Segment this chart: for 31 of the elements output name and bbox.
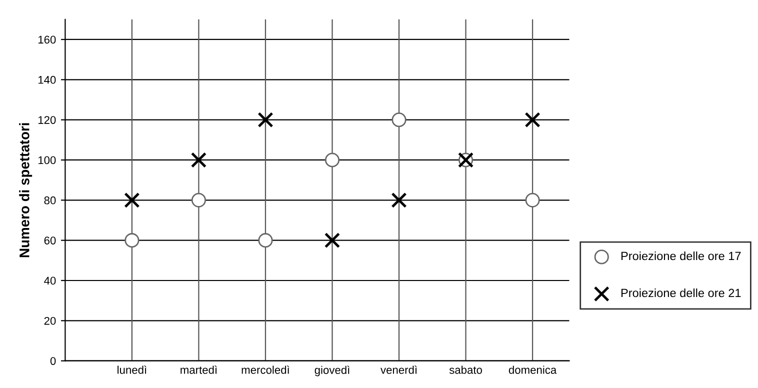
y-axis-title: Numero di spettatori [19, 123, 32, 258]
point [190, 152, 207, 168]
point [525, 192, 540, 208]
point [324, 232, 340, 248]
point [124, 233, 140, 248]
legend-label: Proiezione delle ore 17 [621, 251, 741, 260]
point [124, 192, 140, 208]
point [391, 192, 407, 208]
legend-label: Proiezione delle ore 21 [621, 288, 741, 298]
point [524, 112, 540, 128]
point [258, 233, 273, 248]
x-tick-label: mercoledì [242, 366, 290, 374]
point [258, 112, 274, 128]
y-tick-label: 120 [38, 116, 56, 124]
point [392, 112, 406, 128]
x-tick-label: domenica [508, 366, 557, 374]
point [191, 192, 206, 208]
y-tick-label: 100 [38, 156, 56, 164]
point [324, 152, 340, 168]
y-tick-label: 60 [44, 236, 56, 244]
y-tick-label: 20 [44, 316, 56, 325]
y-tick-label: 0 [50, 357, 56, 365]
y-tick-label: 160 [38, 36, 56, 44]
x-tick-label: martedì [180, 366, 217, 374]
y-tick-label: 80 [44, 196, 56, 204]
x-tick-label: lunedì [118, 366, 146, 374]
x-tick-label: sabato [449, 366, 482, 374]
x-tick-label: giovedì [314, 366, 350, 376]
y-tick-label: 140 [38, 76, 56, 84]
x-tick-label: venerdì [380, 366, 417, 374]
y-tick-label: 40 [44, 276, 56, 285]
